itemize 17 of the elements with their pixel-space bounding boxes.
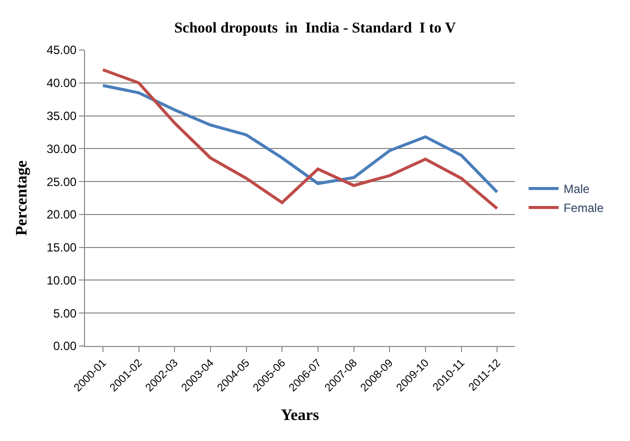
y-tick-label: 30.00 [46,142,77,156]
y-tick-label: 10.00 [46,273,77,288]
y-tick-label: 35.00 [46,108,77,123]
y-tick-label: 40.00 [46,76,77,90]
line-series [101,68,499,210]
y-tick-label: 20.00 [46,208,77,222]
y-axis-title: Percentage [13,160,30,236]
legend-label: Male [564,182,590,196]
y-tick-label: 45.00 [46,43,77,58]
chart-title: School dropouts in India - Standard I to V [174,20,456,37]
y-tick-label: 5.00 [53,306,77,320]
x-axis-title: Years [280,406,320,424]
y-tick-label: 15.00 [46,240,77,255]
line-series [101,84,499,194]
y-tick-label: 0.00 [53,339,77,354]
legend-label: Female [564,201,604,216]
y-tick-label: 25.00 [46,174,77,189]
